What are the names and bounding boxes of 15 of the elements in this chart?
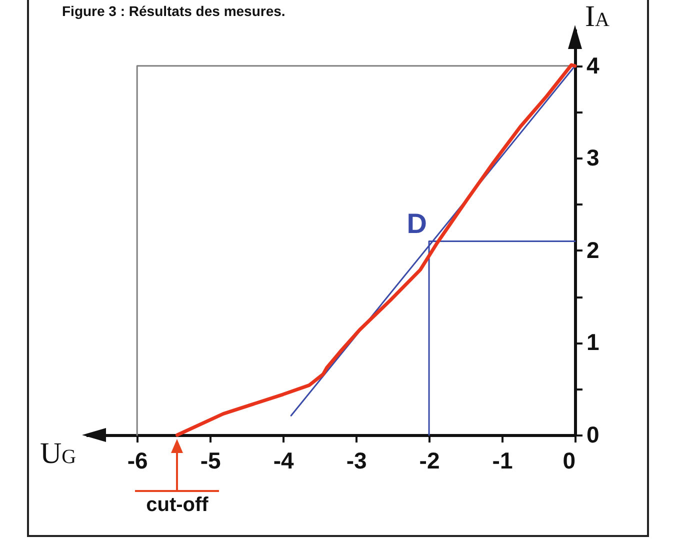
y-tick-label: 4 [586,52,600,78]
y-tick-label: 1 [586,329,600,356]
y-tick-label: 3 [586,144,600,171]
annotation: D [406,208,428,240]
x-tick-label: -5 [200,448,222,474]
chart-title: Figure 3 : Résultats des mesures. [62,3,286,19]
y-tick-label: 0 [586,422,600,448]
x-tick-label: -6 [127,448,148,474]
x-tick-label: -1 [492,448,513,474]
x-tick-label: -3 [346,448,367,474]
y-tick-label: 2 [586,236,600,263]
x-tick-label: 0 [562,448,576,474]
x-tick-label: -2 [419,448,440,474]
x-tick-label: -4 [273,448,294,474]
annotation: cut-off [146,494,209,516]
